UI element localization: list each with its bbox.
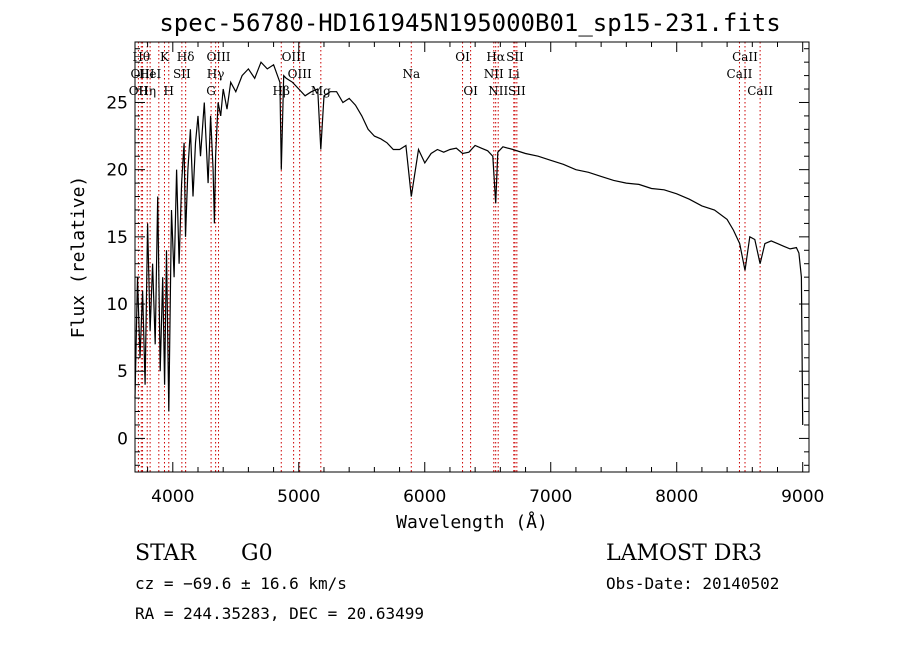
plot-frame	[134, 41, 810, 473]
spectral-line-labels: OIIHθOIIIHηHeIKHSIIHδGHγOIIIHβOIIIOIIIMg…	[129, 50, 774, 98]
spectral-line-label: NII	[488, 84, 508, 98]
spectral-line-label: Hα	[486, 50, 505, 64]
chart-title: spec-56780-HD161945N195000B01_sp15-231.f…	[159, 9, 780, 37]
spectral-line-label: G	[206, 84, 216, 98]
spectrum-series-line	[134, 61, 804, 426]
redshift-velocity: cz = −69.6 ± 16.6 km/s	[135, 574, 347, 593]
y-tick-label: 10	[106, 295, 128, 315]
y-tick-label: 5	[117, 362, 128, 382]
object-class: STAR	[135, 541, 197, 566]
spectral-line-label: Hβ	[273, 84, 290, 98]
y-axis-ticks: 0 5 10 15 20 25	[106, 48, 809, 466]
spectral-line-label: OII	[129, 84, 149, 98]
x-tick-label: 5000	[277, 487, 320, 507]
spectral-line-label: Hγ	[207, 67, 225, 81]
spectral-line-label: OIII	[282, 50, 306, 64]
survey-name: LAMOST DR3	[606, 541, 762, 566]
spectral-line-label: CaII	[727, 67, 753, 81]
spectral-line-label: OIII	[206, 50, 230, 64]
x-axis-label: Wavelength (Å)	[396, 511, 548, 533]
spectral-line-markers	[137, 42, 761, 472]
spectral-line-label: OIII	[288, 67, 312, 81]
x-tick-label: 6000	[403, 487, 446, 507]
spectral-line-label: K	[160, 50, 170, 64]
object-subclass: G0	[241, 541, 273, 566]
x-tick-label: 9000	[781, 487, 824, 507]
x-axis-ticks: 4000 5000 6000 7000 8000 9000	[147, 42, 824, 507]
spectral-line-label: H	[164, 84, 174, 98]
spectral-line-label: OI	[463, 84, 478, 98]
spectral-line-label: OI	[455, 50, 470, 64]
spectral-line-label: Li	[508, 67, 520, 81]
y-tick-label: 20	[106, 161, 128, 181]
y-tick-label: 15	[106, 228, 128, 248]
spectral-line-label: SII	[508, 84, 526, 98]
y-axis-label: Flux (relative)	[68, 176, 89, 339]
sky-coordinates: RA = 244.35283, DEC = 20.63499	[135, 604, 424, 623]
y-tick-label: 0	[117, 429, 128, 449]
y-tick-label: 25	[106, 93, 128, 113]
spectral-line-label: HeI	[139, 67, 162, 81]
spectral-line-label: SII	[506, 50, 524, 64]
observation-date: Obs-Date: 20140502	[606, 574, 779, 593]
spectral-line-label: CaII	[732, 50, 758, 64]
spectral-line-label: OIII	[131, 67, 155, 81]
spectral-line-label: Hη	[138, 84, 156, 98]
spectral-line-label: CaII	[747, 84, 773, 98]
x-tick-label: 8000	[655, 487, 698, 507]
spectral-line-label: Na	[402, 67, 420, 81]
spectral-line-label: NII	[484, 67, 504, 81]
x-tick-label: 7000	[529, 487, 572, 507]
spectral-line-label: Hδ	[177, 50, 195, 64]
spectral-line-label: Hθ	[132, 50, 150, 64]
x-tick-label: 4000	[151, 487, 194, 507]
spectral-line-label: SII	[173, 67, 191, 81]
